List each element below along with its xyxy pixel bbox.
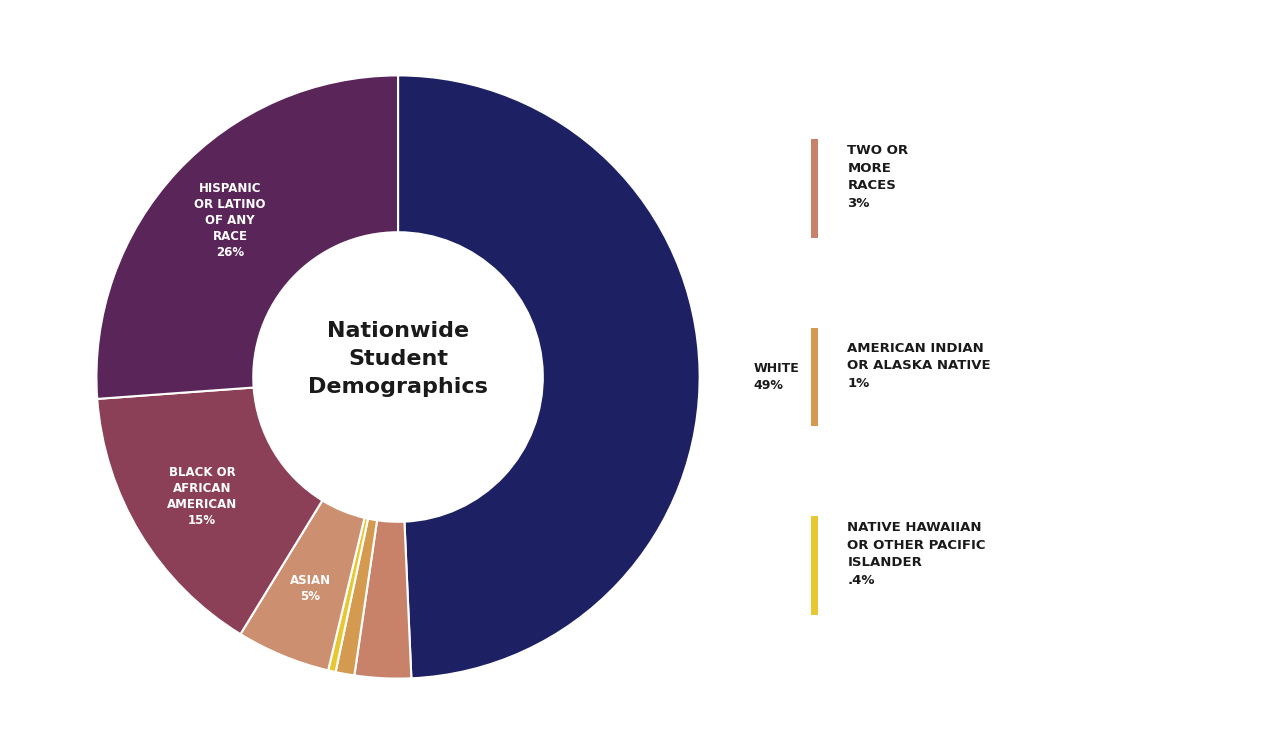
Wedge shape	[96, 75, 398, 399]
Text: ASIAN
5%: ASIAN 5%	[290, 575, 331, 603]
Wedge shape	[98, 388, 322, 634]
Text: WHITE
49%: WHITE 49%	[754, 362, 800, 392]
Text: TWO OR
MORE
RACES
3%: TWO OR MORE RACES 3%	[847, 145, 909, 210]
Text: AMERICAN INDIAN
OR ALASKA NATIVE
1%: AMERICAN INDIAN OR ALASKA NATIVE 1%	[847, 342, 991, 390]
FancyBboxPatch shape	[811, 328, 818, 426]
Text: Nationwide
Student
Demographics: Nationwide Student Demographics	[308, 321, 488, 397]
Wedge shape	[240, 501, 365, 670]
Wedge shape	[335, 519, 377, 676]
Text: HISPANIC
OR LATINO
OF ANY
RACE
26%: HISPANIC OR LATINO OF ANY RACE 26%	[194, 182, 266, 259]
Wedge shape	[329, 518, 369, 672]
Wedge shape	[354, 520, 411, 679]
FancyBboxPatch shape	[811, 516, 818, 615]
FancyBboxPatch shape	[811, 139, 818, 238]
Wedge shape	[398, 75, 700, 679]
Text: NATIVE HAWAIIAN
OR OTHER PACIFIC
ISLANDER
.4%: NATIVE HAWAIIAN OR OTHER PACIFIC ISLANDE…	[847, 522, 986, 587]
Text: BLACK OR
AFRICAN
AMERICAN
15%: BLACK OR AFRICAN AMERICAN 15%	[167, 466, 238, 527]
